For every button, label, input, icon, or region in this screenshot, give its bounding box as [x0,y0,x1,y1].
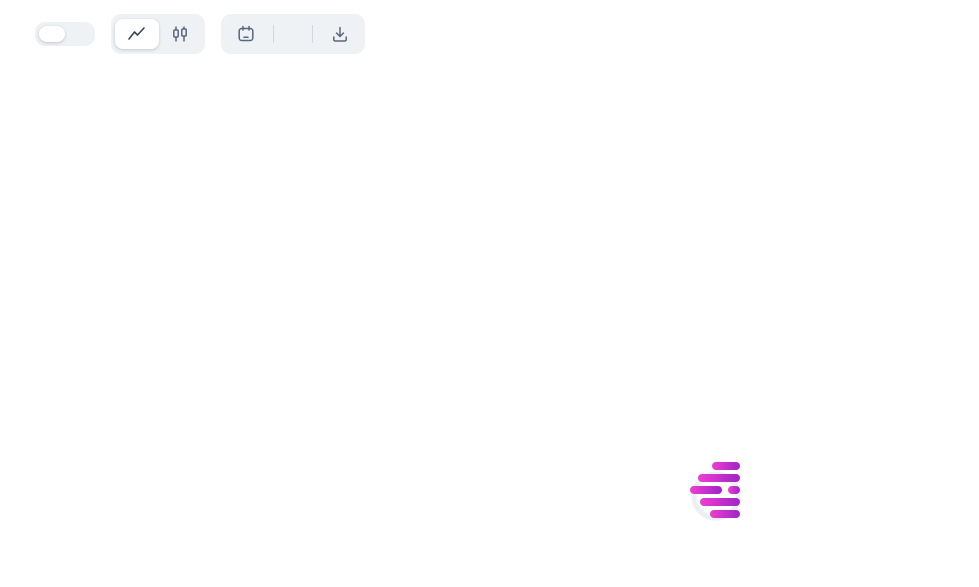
price-marketcap-toggle [35,22,95,46]
chart-type-toggle [111,14,205,54]
watermark-logo [690,462,741,521]
watermark-speed-lines [690,462,740,518]
download-icon [331,25,349,43]
candlestick-chart-type-button[interactable] [159,18,201,50]
price-tab[interactable] [39,26,65,42]
date-picker-button[interactable] [225,18,267,50]
candlestick-icon [171,25,189,43]
range-toolbar [221,14,365,54]
toolbar-divider [273,25,274,43]
line-chart-type-button[interactable] [115,19,159,49]
log-scale-button[interactable] [280,26,306,42]
chart-toolbar [35,14,968,54]
toolbar-divider [312,25,313,43]
download-chart-button[interactable] [319,18,361,50]
line-chart-icon [127,26,147,42]
market-cap-tab[interactable] [65,26,91,42]
calendar-icon [237,25,255,43]
